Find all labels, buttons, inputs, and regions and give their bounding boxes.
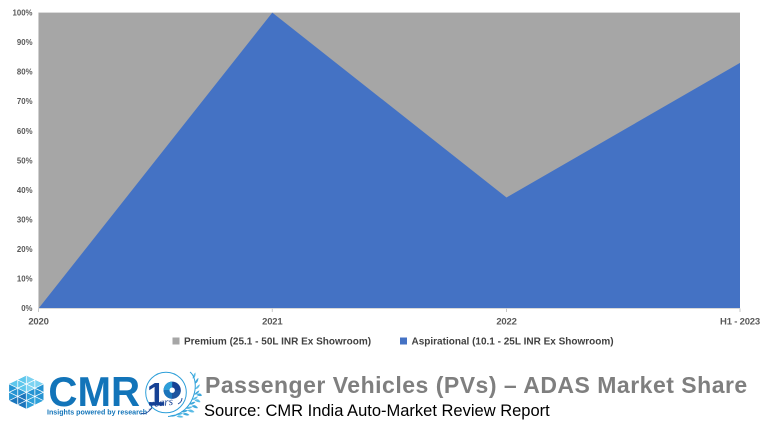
- svg-text:40%: 40%: [17, 186, 33, 195]
- svg-text:90%: 90%: [17, 38, 33, 47]
- svg-text:Aspirational (10.1 - 25L INR E: Aspirational (10.1 - 25L INR Ex Showroom…: [412, 337, 614, 348]
- svg-text:20%: 20%: [17, 245, 33, 254]
- svg-text:Premium (25.1 - 50L INR Ex Sho: Premium (25.1 - 50L INR Ex Showroom): [184, 337, 371, 348]
- svg-text:30%: 30%: [17, 215, 33, 224]
- svg-text:1: 1: [147, 376, 165, 412]
- svg-text:100%: 100%: [13, 9, 33, 18]
- svg-text:years: years: [148, 396, 174, 411]
- svg-text:2021: 2021: [262, 316, 283, 327]
- svg-text:Insights powered by research: Insights powered by research: [47, 408, 147, 416]
- svg-text:0%: 0%: [21, 304, 32, 313]
- svg-text:H1 - 2023: H1 - 2023: [720, 316, 760, 327]
- svg-text:2022: 2022: [496, 316, 516, 327]
- svg-text:70%: 70%: [17, 97, 33, 106]
- svg-text:50%: 50%: [17, 156, 33, 165]
- svg-text:CMR: CMR: [48, 368, 140, 415]
- svg-text:10%: 10%: [17, 275, 33, 284]
- svg-text:80%: 80%: [17, 68, 33, 77]
- svg-text:2020: 2020: [28, 316, 48, 327]
- svg-text:60%: 60%: [17, 127, 33, 136]
